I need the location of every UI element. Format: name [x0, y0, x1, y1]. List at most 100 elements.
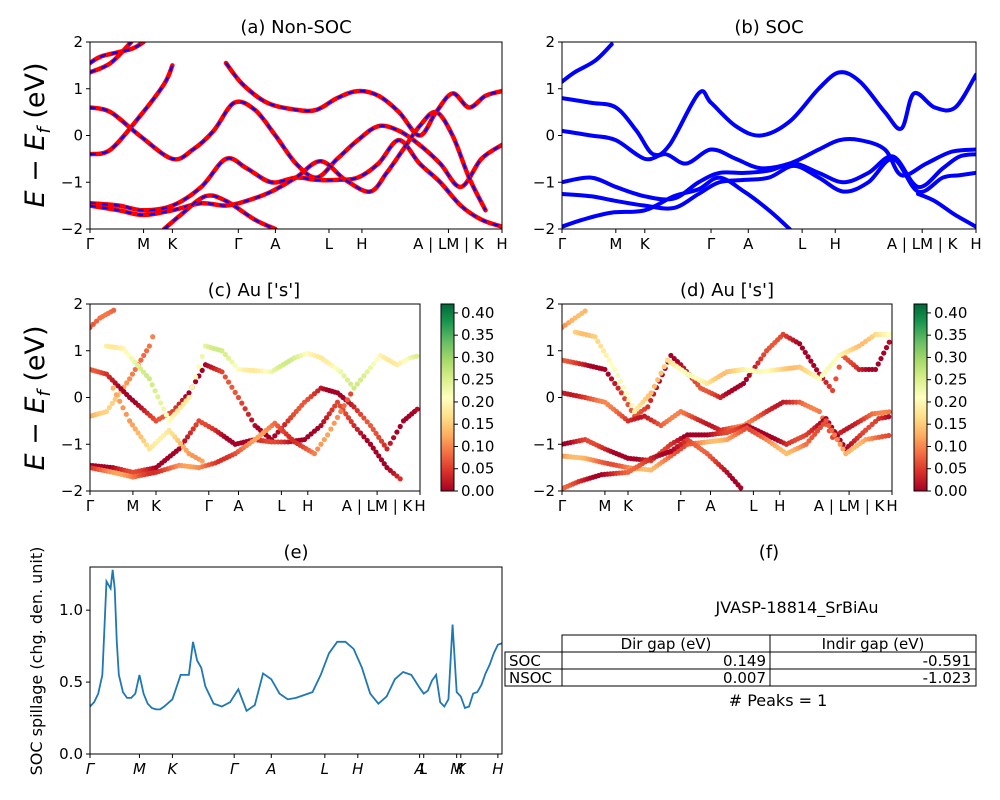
- xtick-label: Γ: [86, 235, 95, 253]
- projection-point: [219, 348, 225, 354]
- xtick-label: L: [798, 235, 807, 253]
- projection-point: [219, 369, 225, 375]
- xtick-label: Γ: [234, 235, 243, 253]
- colorbar-tick-label: 0.30: [461, 348, 494, 366]
- projection-point: [387, 440, 393, 446]
- xtick-label: A: [743, 235, 754, 253]
- colorbar-d: 0.40 0.35 0.30 0.25 0.20 0.15 0.10 0.05 0.00: [913, 303, 967, 500]
- colorbar-tick-label: 0.35: [934, 326, 967, 344]
- projection-point: [345, 415, 352, 421]
- xtick-label: H: [496, 235, 507, 253]
- projection-point: [648, 390, 654, 396]
- band-ylabel-top: E − Ef (eV): [20, 63, 55, 208]
- xtick-label: A: [413, 760, 424, 778]
- spillage-line: [90, 569, 502, 713]
- projection-point: [738, 485, 744, 491]
- ytick-label: 2: [545, 33, 555, 51]
- projection-point: [141, 438, 147, 444]
- projection-point: [358, 411, 364, 417]
- projection-point: [376, 453, 382, 459]
- panel-e-title: (e): [283, 542, 308, 563]
- projection-point: [329, 407, 335, 413]
- projection-point: [127, 376, 133, 382]
- projection-point: [816, 408, 823, 415]
- table-header-dir: Dir gap (eV): [621, 635, 712, 653]
- plot-border-c: [89, 303, 421, 492]
- xtick-label: A: [265, 760, 276, 778]
- projection-point: [163, 412, 169, 418]
- band-line-soc: [562, 156, 976, 211]
- projection-point: [746, 372, 752, 378]
- colorbar-tick-label: 0.00: [934, 482, 967, 500]
- projection-point: [622, 396, 628, 402]
- projection-point: [123, 411, 129, 417]
- projection-point: [658, 370, 664, 376]
- xtick-label: Γ: [205, 497, 214, 515]
- xtick-label: L: [749, 497, 758, 515]
- xtick-label: A: [233, 497, 244, 515]
- ytick-label: −1: [533, 435, 555, 453]
- projection-point: [384, 446, 390, 452]
- ytick-label: 0.5: [59, 673, 83, 691]
- projection-point: [376, 434, 382, 440]
- ytick-label: −1: [61, 173, 83, 191]
- projection-point: [878, 355, 884, 362]
- projection-point: [802, 349, 808, 356]
- projection-point: [595, 338, 601, 344]
- projection-point: [126, 352, 132, 358]
- projection-point: [358, 430, 364, 436]
- projection-point: [661, 364, 667, 370]
- table-row-label-soc: SOC: [509, 652, 541, 670]
- projection-point: [605, 371, 611, 377]
- xtick-label: K: [456, 760, 467, 778]
- band-line-nonsoc-dash: [90, 64, 174, 156]
- panel-c-title: (c) Au ['s']: [208, 280, 300, 301]
- projection-point: [334, 399, 341, 405]
- xtick-label: H: [352, 760, 363, 778]
- projection-point: [833, 376, 839, 382]
- projection-point: [193, 379, 199, 385]
- xtick-label: H: [886, 497, 897, 515]
- projection-point: [617, 378, 624, 385]
- projection-point: [743, 376, 749, 382]
- projection-point: [222, 351, 228, 358]
- projection-point: [645, 404, 651, 410]
- projection-point: [834, 436, 840, 443]
- projection-point: [364, 369, 370, 375]
- projection-point: [325, 432, 331, 438]
- projection-point: [141, 352, 147, 359]
- xtick-label: M: [126, 497, 139, 515]
- table-header-indir: Indir gap (eV): [822, 635, 925, 653]
- colorbar-bar: [913, 303, 928, 492]
- colorbar-tick-label: 0.15: [461, 415, 494, 433]
- band-ylabel-mid: E − Ef (eV): [20, 326, 55, 471]
- projection-point: [143, 442, 150, 448]
- projection-point: [152, 388, 158, 394]
- colorbar-bar: [440, 303, 455, 492]
- xtick-label: M: [133, 760, 146, 778]
- projection-point: [805, 354, 811, 360]
- xtick-label: Γ: [707, 235, 716, 253]
- xtick-label: H: [302, 497, 313, 515]
- table-row-indir-nsoc: -1.023: [923, 669, 971, 687]
- projection-point: [331, 420, 337, 426]
- projection-point: [341, 403, 347, 409]
- projection-point: [326, 411, 332, 417]
- projection-point: [343, 411, 349, 417]
- projection-point: [146, 376, 152, 382]
- projection-point: [823, 418, 829, 424]
- projection-point: [886, 432, 892, 439]
- projection-point: [797, 341, 803, 347]
- projection-point: [348, 381, 354, 387]
- xtick-label: K: [623, 497, 634, 515]
- projection-point: [886, 331, 892, 337]
- projection-point: [138, 366, 144, 372]
- projection-point: [378, 438, 385, 444]
- projection-point: [321, 419, 327, 425]
- projection-point: [808, 358, 814, 364]
- colorbar-tick-label: 0.40: [461, 304, 494, 322]
- projection-point: [615, 372, 621, 379]
- spillage-ylabel: SOC spillage (chg. den. unit): [27, 547, 46, 776]
